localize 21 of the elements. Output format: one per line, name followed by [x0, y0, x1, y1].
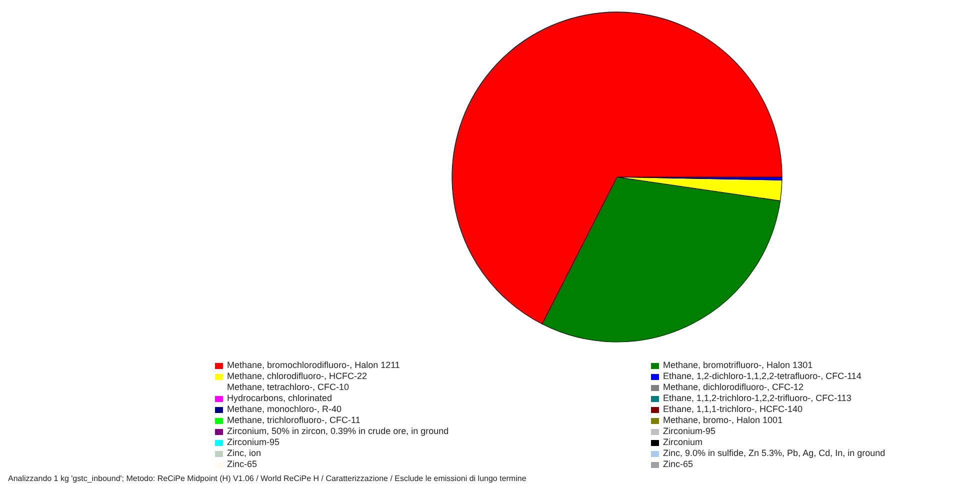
legend-label: Methane, bromo-, Halon 1001	[663, 415, 784, 426]
legend-label: Zirconium	[663, 437, 704, 448]
category-label: Methane, tetrachloro-, CFC-10	[227, 382, 350, 392]
legend-label: Methane, monochloro-, R-40	[227, 404, 343, 415]
legend-label: Zinc-65	[663, 459, 694, 470]
legend-label: Zinc-65	[227, 459, 258, 470]
text: Analizzando 1 kg 'gstc_inbound'; Metodo: ReCiPe Midpoint (H) V1.06 / World ReCiPe H / Caratterizzazione / Esclude le emissioni di lungo termine	[8, 474, 526, 483]
legend-label: Methane, bromotrifluoro-, Halon 1301	[663, 360, 814, 371]
legend-label: Zirconium-95	[227, 437, 281, 448]
legend-label: Zinc, 9.0% in sulfide, Zn 5.3%, Pb, Ag, Cd, In, in ground	[663, 448, 886, 459]
legend-label: Methane, bromochlorodifluoro-, Halon 1211	[227, 360, 401, 371]
legend-label: Methane, dichlorodifluoro-, CFC-12	[663, 382, 805, 393]
legend-label: Ethane, 1,1,1-trichloro-, HCFC-140	[663, 404, 804, 415]
legend-label: Zinc, ion	[227, 448, 262, 459]
legend-label: Hydrocarbons, chlorinated	[227, 393, 334, 404]
legend-label: Zirconium, 50% in zircon, 0.39% in crude ore, in ground	[227, 426, 450, 437]
legend-label: Ethane, 1,2-dichloro-1,1,2,2-tetrafluoro-, CFC-114	[663, 371, 862, 382]
legend-label: Methane, trichlorofluoro-, CFC-11	[227, 415, 362, 426]
legend-label: Ethane, 1,1,2-trichloro-1,2,2-trifluoro-, CFC-113	[663, 393, 852, 404]
legend-label: Zirconium-95	[663, 426, 717, 437]
legend-label: Methane, chlorodifluoro-, HCFC-22	[227, 371, 368, 382]
